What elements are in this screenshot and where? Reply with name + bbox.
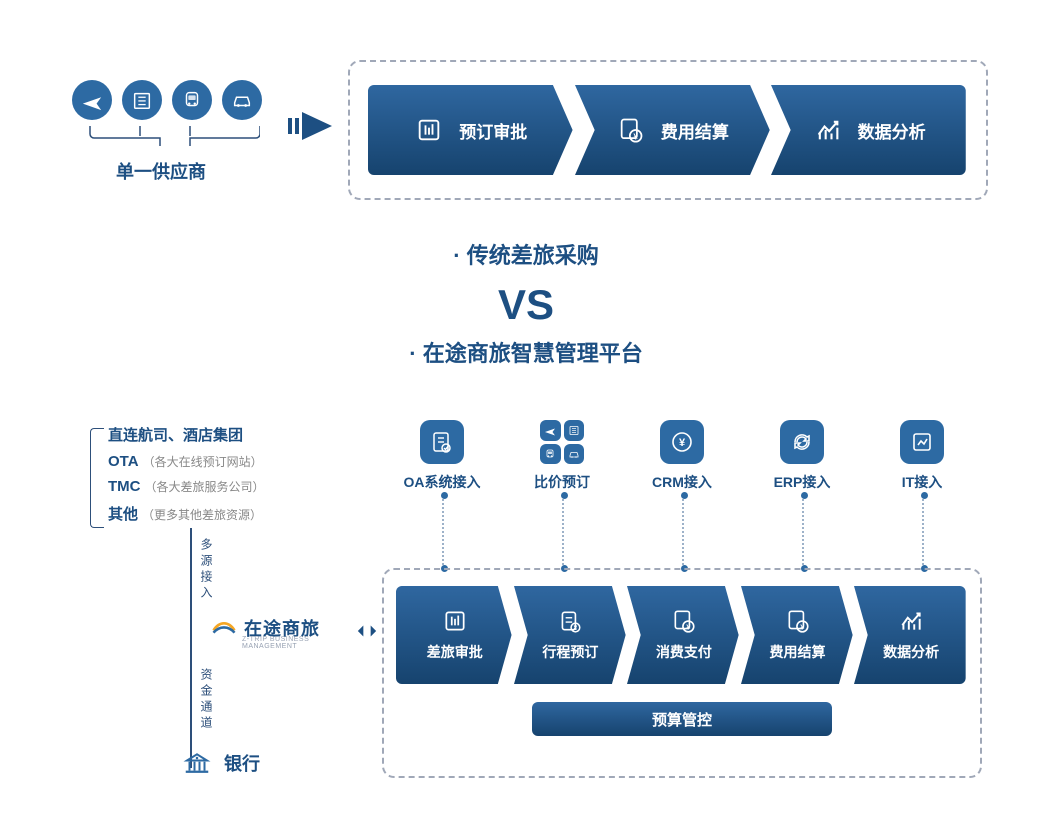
bank: 银行: [182, 748, 260, 778]
hotel-icon: [122, 80, 162, 120]
car-icon: [222, 80, 262, 120]
flow-booking: 行程预订: [514, 586, 628, 684]
step-analytics: 数据分析: [771, 85, 968, 175]
flow-approval: 差旅审批: [396, 586, 514, 684]
step-label: 费用结算: [661, 118, 729, 143]
step-approval: 预订审批: [368, 85, 575, 175]
flow-label: 数据分析: [883, 642, 939, 662]
bank-icon: [182, 748, 212, 778]
brand-logo: 在途商旅 Z-TRIP BUSINESS MANAGEMENT: [210, 608, 350, 648]
source-list: 直连航司、酒店集团 OTA（各大在线预订网站） TMC（各大差旅服务公司） 其他…: [90, 420, 350, 528]
traditional-flow-box: 预订审批 费用结算 数据分析: [348, 60, 988, 200]
flow-label: 差旅审批: [427, 642, 483, 662]
connector-dotline: [682, 496, 684, 568]
smart-platform-section: 直连航司、酒店集团 OTA（各大在线预订网站） TMC（各大差旅服务公司） 其他…: [90, 420, 980, 810]
it-icon: [900, 420, 944, 464]
erp-icon: [780, 420, 824, 464]
bidirectional-arrow-icon: [356, 620, 378, 642]
brand-subtitle: Z-TRIP BUSINESS MANAGEMENT: [242, 636, 350, 650]
arrow-right-icon: [288, 108, 338, 144]
source-item: OTA（各大在线预订网站）: [90, 449, 350, 474]
source-item: 直连航司、酒店集团: [90, 420, 350, 449]
vs-label: VS: [0, 284, 1052, 326]
supplier-icons: [72, 80, 262, 120]
integ-it: IT接入: [872, 420, 972, 492]
connector-dotline: [802, 496, 804, 568]
comparison-titles: · 传统差旅采购 VS · 在途商旅智慧管理平台: [0, 230, 1052, 368]
integ-label: CRM接入: [632, 472, 732, 492]
train-icon: [172, 80, 212, 120]
oa-icon: [420, 420, 464, 464]
integ-crm: CRM接入: [632, 420, 732, 492]
integration-row: OA系统接入 比价预订 CRM接入 ERP接入 IT接入: [392, 420, 972, 492]
vertical-connector: [190, 528, 192, 768]
source-item: 其他（更多其他差旅资源）: [90, 499, 350, 528]
flow-settlement: 费用结算: [741, 586, 855, 684]
traditional-section: 单一供应商 预订审批 费用结算 数据分析: [72, 60, 992, 220]
integ-compare: 比价预订: [512, 420, 612, 492]
integ-label: OA系统接入: [392, 472, 492, 492]
integ-erp: ERP接入: [752, 420, 852, 492]
title-smart-platform: · 在途商旅智慧管理平台: [0, 336, 1052, 368]
connector-dotline: [922, 496, 924, 568]
plane-icon: [72, 80, 112, 120]
integ-label: IT接入: [872, 472, 972, 492]
step-label: 数据分析: [858, 118, 926, 143]
flow-label: 行程预订: [542, 642, 598, 662]
compare-icon: [540, 420, 584, 464]
flow-row: 差旅审批 行程预订 消费支付 费用结算 数据分析: [396, 586, 968, 684]
flow-payment: 消费支付: [627, 586, 741, 684]
integ-label: 比价预订: [512, 472, 612, 492]
flow-label: 费用结算: [770, 642, 826, 662]
supplier-bracket: [80, 124, 260, 148]
supplier-label: 单一供应商: [116, 158, 206, 184]
crm-icon: [660, 420, 704, 464]
integ-oa: OA系统接入: [392, 420, 492, 492]
title-traditional: · 传统差旅采购: [0, 238, 1052, 270]
vlabel-multi-source: 多源接入: [198, 538, 215, 602]
vlabel-fund-channel: 资金通道: [198, 668, 215, 732]
connector-dotline: [442, 496, 444, 568]
flow-analytics: 数据分析: [854, 586, 968, 684]
step-label: 预订审批: [459, 118, 527, 143]
source-item: TMC（各大差旅服务公司）: [90, 474, 350, 499]
smart-flow-box: 差旅审批 行程预订 消费支付 费用结算 数据分析 预算管控: [382, 568, 982, 778]
bank-label: 银行: [224, 750, 260, 776]
budget-control: 预算管控: [532, 702, 832, 736]
brand-icon: [210, 614, 238, 642]
integ-label: ERP接入: [752, 472, 852, 492]
flow-label: 消费支付: [656, 642, 712, 662]
step-settlement: 费用结算: [575, 85, 772, 175]
connector-dotline: [562, 496, 564, 568]
